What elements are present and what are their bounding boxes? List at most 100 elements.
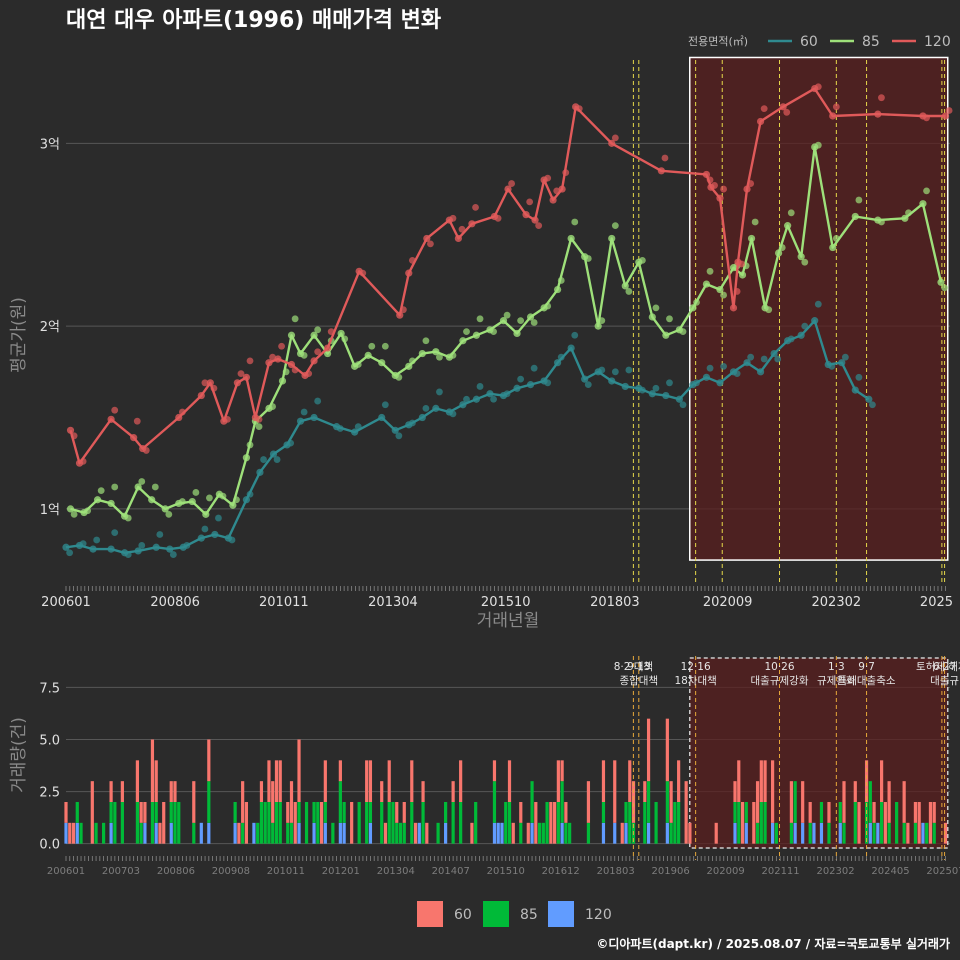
volume-bar-60 [943,822,948,844]
volume-bar-120 [793,822,797,844]
volume-bar-60 [169,781,173,802]
volume-bar-120 [733,822,737,844]
data-point-85 [337,329,345,338]
volume-bar-85 [256,822,260,844]
volume-bar-60 [928,802,933,844]
volume-bar-85 [79,822,83,844]
volume-bar-85 [673,802,677,844]
data-point-120 [611,134,619,142]
volume-bar-60 [631,781,636,823]
legend-label-60: 60 [800,34,818,50]
x-tick-label: 201011 [267,866,305,877]
volume-bar-85 [259,802,264,844]
data-point-85 [165,510,173,518]
volume-bar-60 [368,760,373,802]
data-point-85 [621,282,629,290]
y-tick-label: 3억 [40,137,60,152]
data-point-60 [720,362,727,370]
data-point-60 [134,547,142,555]
volume-bar-60 [601,760,606,802]
data-point-85 [778,244,786,251]
volume-bar-60 [519,802,523,823]
data-point-85 [557,277,565,284]
data-point-120 [779,103,787,111]
volume-bar-120 [342,822,346,844]
data-point-60 [166,545,174,553]
volume-bar-120 [297,822,301,844]
policy-label: 토허제 해제 [916,660,960,673]
x-tick-label: 200703 [102,866,140,877]
data-point-85 [775,249,783,257]
volume-bar-85 [233,802,237,823]
y-axis-label: 평균가(원) [9,297,29,373]
data-point-85 [364,351,372,359]
volume-bar-85 [135,802,140,844]
y-tick-label: 7.5 [39,681,60,696]
data-point-85 [418,349,426,358]
data-point-85 [161,505,169,513]
data-point-120 [941,112,950,120]
data-point-85 [784,222,792,230]
data-point-85 [797,253,805,261]
data-point-120 [269,353,276,361]
data-point-60 [801,322,809,330]
data-point-120 [814,83,822,91]
data-point-120 [79,457,87,465]
data-point-60 [581,375,589,383]
data-point-85 [323,349,332,358]
data-point-120 [549,196,557,204]
volume-bar-85 [932,822,936,844]
data-point-120 [760,105,768,113]
policy-label: 18차대책 [674,675,716,687]
legend-swatch-120 [548,901,574,927]
volume-bar-120 [109,822,113,844]
data-point-120 [197,391,205,400]
data-point-120 [608,139,616,147]
volume-bar-60 [771,760,775,823]
x-tick-label: 200806 [150,595,200,610]
data-point-60 [418,413,426,422]
x-tick-label: 202302 [816,866,854,877]
data-point-85 [905,209,912,217]
data-point-85 [526,313,535,321]
data-point-85 [901,214,909,222]
data-point-60 [215,514,222,522]
volume-bar-60 [684,781,688,844]
data-point-85 [814,141,822,149]
data-point-85 [93,496,102,504]
x-tick-label: 202302 [812,595,862,610]
data-point-85 [878,218,885,226]
volume-bar-85 [853,802,857,844]
volume-bar-60 [259,781,264,802]
x-tick-label: 201612 [542,866,580,877]
data-point-120 [458,225,466,233]
data-point-85 [472,331,481,339]
data-point-60 [747,353,755,361]
data-point-120 [278,342,285,350]
data-point-60 [706,364,714,372]
x-tick-label: 201510 [481,595,531,610]
data-point-60 [449,410,457,418]
volume-bar-85 [755,822,760,844]
data-point-60 [201,525,209,533]
x-tick-label: 201510 [487,866,525,877]
volume-bar-120 [613,822,617,844]
legend-label-85: 85 [862,34,880,50]
volume-bar-60 [365,760,369,802]
volume-bar-120 [338,822,342,844]
data-point-85 [567,234,575,243]
data-point-85 [395,373,403,381]
x-tick-label: 201906 [652,866,690,877]
data-point-85 [554,285,562,294]
data-point-60 [743,359,751,367]
policy-label: 12·16 [681,661,711,673]
data-point-85 [300,351,308,359]
volume-bar-60 [410,760,414,802]
volume-bar-60 [323,760,327,802]
data-point-60 [855,373,863,381]
data-point-120 [237,370,245,378]
data-point-85 [923,187,930,195]
volume-bar-85 [331,822,335,844]
data-point-60 [503,390,511,398]
volume-bar-60 [534,802,538,844]
